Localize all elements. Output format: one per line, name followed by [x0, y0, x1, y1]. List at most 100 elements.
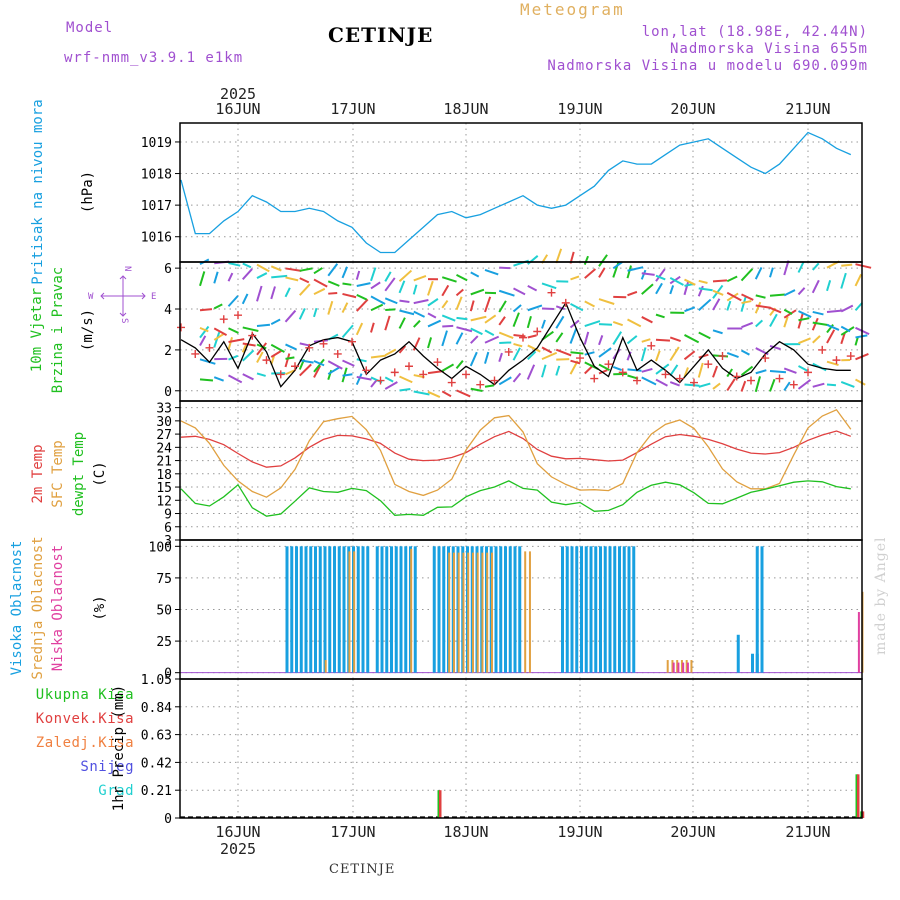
wind-arrow-341: [370, 267, 377, 282]
wind-arrow-370: [783, 260, 790, 276]
gust-marker-20: [462, 370, 470, 379]
wind-arrow-337: [313, 267, 323, 275]
day-label-top-4: 20JUN: [670, 100, 715, 118]
wind-arrow-230: [798, 317, 810, 322]
wind-ylabel-1: 10m Vjetar: [29, 288, 45, 372]
cloud-bar-0-6: [314, 546, 317, 673]
wind-arrow-247: [370, 295, 386, 305]
precip-legend-0: Ukupna Kisa: [36, 687, 134, 703]
wind-arrow-1: [213, 376, 224, 382]
wind-arrow-273: [741, 300, 752, 305]
wind-arrow-168: [583, 331, 590, 345]
model-label: Model: [66, 20, 114, 36]
wind-arrow-282: [199, 271, 206, 287]
wind-arrow-213: [555, 315, 565, 329]
wind-arrow-226: [740, 296, 747, 312]
pressure-ytick-label-2: 1018: [141, 168, 172, 183]
wind-arrow-246: [356, 293, 368, 301]
wind-arrow-16: [427, 390, 441, 399]
day-label-bottom-4: 20JUN: [670, 823, 715, 841]
wind-arrow-35: [698, 382, 711, 388]
gust-marker-8: [291, 362, 299, 371]
precip-ytick-label-3: 0.63: [141, 729, 172, 744]
gust-marker-16: [405, 362, 413, 371]
wind-arrow-272: [726, 292, 739, 302]
cloud-bar-0-43: [508, 546, 512, 673]
cloud-bar-0-5: [309, 546, 313, 673]
wind-arrow-357: [598, 254, 608, 267]
wind-arrow-208: [484, 314, 497, 324]
wind-arrow-249: [399, 299, 410, 304]
coords-label: lon,lat (18.98E, 42.44N): [641, 24, 868, 40]
wind-arrow-245: [342, 292, 357, 299]
cloud-bar-0-11: [337, 546, 341, 673]
wind-arrow-274: [755, 304, 771, 309]
wind-arrow-7: [299, 363, 312, 377]
wind-arrow-136: [798, 337, 811, 345]
wind-arrow-320: [741, 293, 754, 301]
wind-arrow-51: [256, 351, 264, 363]
cloud-bar-2-0: [672, 662, 675, 673]
wind-arrow-256: [498, 300, 507, 313]
wind-arrow-142: [213, 333, 225, 341]
gust-marker-46: [832, 356, 841, 365]
wind-arrow-286: [256, 272, 268, 279]
day-label-bottom-0: 16JUN: [215, 823, 260, 841]
temperature-ytick-label-7: 24: [156, 441, 172, 456]
wind-ytick-label-1: 2: [164, 344, 172, 359]
cloud-bar-1-5: [452, 552, 455, 673]
wind-arrow-196: [313, 307, 318, 318]
gust-marker-18: [433, 358, 442, 367]
cloud-bar-0-59: [622, 546, 626, 673]
gust-marker-43: [789, 380, 798, 389]
cloud-bar-0-3: [299, 546, 303, 673]
cloud-ylabel-low: Niska Oblacnost: [50, 545, 66, 671]
wind-arrow-293: [356, 282, 371, 287]
gust-marker-7: [276, 370, 285, 379]
day-label-top-3: 19JUN: [557, 100, 602, 118]
gust-marker-29: [590, 374, 599, 383]
wind-arrow-266: [641, 283, 654, 295]
cloud-bar-0-12: [342, 546, 346, 673]
gust-marker-28: [576, 354, 584, 363]
wind-arrow-134: [769, 345, 781, 351]
gust-marker-15: [390, 368, 399, 377]
wind-arrow-280: [840, 304, 854, 313]
gust-marker-22: [490, 376, 499, 385]
cloud-bar-0-7: [318, 546, 322, 673]
wind-arrow-182: [783, 316, 789, 328]
wind-arrow-12: [370, 379, 378, 388]
wind-arrow-125: [640, 347, 647, 362]
wind-arrow-313: [640, 269, 647, 280]
wind-arrow-255: [484, 296, 492, 313]
wind-arrow-151: [341, 324, 354, 339]
compass-glyph: [100, 275, 146, 317]
wind-arrow-17: [441, 390, 452, 398]
wind-arrow-253: [455, 296, 463, 311]
wind-arrow-176: [698, 331, 711, 340]
temp-ylabel-2m: 2m Temp: [30, 444, 46, 503]
wind-arrow-101: [299, 359, 314, 364]
gust-marker-33: [647, 341, 656, 350]
wind-arrow-212: [541, 319, 546, 329]
cloud-ylabel-mid: Srednja Oblacnost: [30, 536, 46, 679]
wind-arrow-364: [698, 279, 708, 284]
wind-arrow-18: [456, 389, 471, 398]
precip-ytick-label-4: 0.84: [141, 701, 172, 716]
wind-arrow-25: [555, 365, 561, 376]
model-elevation-label: Nadmorska Visina u modelu 690.099m: [547, 58, 868, 74]
wind-arrow-34: [684, 383, 700, 387]
wind-arrow-284: [227, 272, 234, 282]
wind-ylabel-2: Brzina i Pravac: [50, 267, 66, 393]
wind-arrow-188: [199, 326, 209, 333]
gust-marker-41: [761, 354, 770, 363]
model-name: wrf-nmm_v3.9.1 e1km: [64, 50, 244, 66]
wind-arrow-192: [256, 323, 271, 328]
wind-arrow-180: [755, 319, 764, 328]
cloud-bar-1-1: [348, 551, 351, 673]
wind-arrow-374: [841, 263, 853, 267]
day-label-top-0: 16JUN: [215, 100, 260, 118]
wind-arrow-290: [313, 278, 328, 288]
wind-arrow-108: [398, 345, 407, 354]
gust-marker-14: [376, 376, 385, 385]
